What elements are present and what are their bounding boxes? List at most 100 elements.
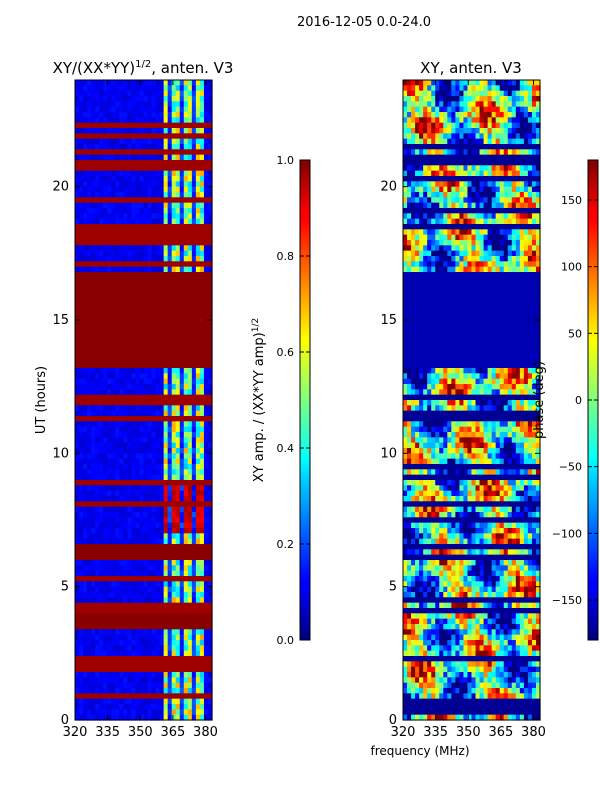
heatmap-cell [147,608,153,614]
heatmap-cell [467,208,473,214]
heatmap-cell [203,320,209,326]
heatmap-cell [483,181,489,188]
heatmap-cell [195,378,201,385]
heatmap-cell [127,464,133,470]
heatmap-cell [123,538,128,545]
heatmap-cell [203,165,209,172]
heatmap-cell [127,442,133,449]
heatmap-cell [127,490,133,497]
heatmap-cell [403,122,408,129]
heatmap-cell [87,256,92,262]
heatmap-cell [163,272,169,278]
heatmap-cell [91,352,96,358]
heatmap-cell [143,602,149,609]
heatmap-cell [79,170,84,177]
heatmap-cell [207,458,213,465]
heatmap-cell [151,602,157,609]
heatmap-cell [143,613,149,620]
heatmap-cell [163,608,169,614]
heatmap-cell [99,224,104,230]
heatmap-cell [127,272,133,278]
heatmap-cell [187,416,193,422]
heatmap-cell [123,586,128,593]
heatmap-cell [179,608,185,614]
heatmap-cell [87,512,92,518]
heatmap-cell [167,629,173,636]
heatmap-cell [207,528,213,534]
heatmap-cell [103,101,108,108]
heatmap-cell [483,128,489,134]
heatmap-cell [203,314,209,321]
heatmap-cell [175,544,181,550]
heatmap-cell [171,629,177,636]
heatmap-cell [91,581,96,588]
heatmap-cell [187,538,193,545]
heatmap-cell [423,176,428,182]
heatmap-cell [519,165,525,172]
heatmap-cell [523,197,529,204]
heatmap-cell [155,490,161,497]
heatmap-cell [435,202,440,209]
heatmap-cell [463,181,469,188]
heatmap-cell [103,592,108,598]
heatmap-cell [159,677,165,684]
heatmap-cell [403,133,408,140]
heatmap-cell [191,480,197,486]
heatmap-cell [443,197,448,204]
heatmap-cell [171,506,177,513]
heatmap-cell [203,501,209,508]
heatmap-cell [123,453,128,460]
heatmap-cell [415,96,420,102]
heatmap-cell [163,656,169,662]
heatmap-cell [503,80,509,86]
heatmap-cell [127,565,133,572]
heatmap-cell [139,581,145,588]
heatmap-cell [191,101,197,108]
heatmap-cell [87,650,92,657]
heatmap-cell [115,85,120,92]
heatmap-cell [111,624,116,630]
heatmap-cell [127,682,133,689]
heatmap-cell [179,565,185,572]
heatmap-cell [203,613,209,620]
heatmap-cell [419,85,424,92]
heatmap-cell [187,645,193,652]
heatmap-cell [199,677,205,684]
heatmap-cell [151,181,157,188]
heatmap-cell [75,213,80,220]
heatmap-cell [131,85,137,92]
heatmap-cell [427,186,432,193]
heatmap-cell [103,389,108,396]
heatmap-cell [535,85,541,92]
heatmap-cell [419,160,424,166]
heatmap-cell [159,245,165,252]
heatmap-cell [179,272,185,278]
heatmap-cell [115,213,120,220]
heatmap-cell [123,138,128,145]
heatmap-cell [455,192,461,198]
heatmap-cell [131,640,137,646]
heatmap-cell [79,117,84,124]
heatmap-cell [499,160,505,166]
heatmap-cell [183,272,189,278]
heatmap-cell [531,122,537,129]
heatmap-cell [411,154,416,161]
heatmap-cell [75,240,80,246]
heatmap-cell [163,384,169,390]
heatmap-cell [99,693,104,700]
heatmap-cell [119,336,124,342]
heatmap-cell [131,538,137,545]
heatmap-cell [111,485,116,492]
heatmap-cell [155,160,161,166]
heatmap-cell [87,266,92,273]
heatmap-cell [115,282,120,289]
heatmap-cell [91,586,96,593]
heatmap-cell [103,160,108,166]
heatmap-cell [135,448,141,454]
heatmap-cell [451,106,456,113]
heatmap-cell [87,277,92,284]
heatmap-cell [127,133,133,140]
heatmap-cell [115,533,120,540]
heatmap-cell [111,298,116,305]
heatmap-cell [411,85,416,92]
